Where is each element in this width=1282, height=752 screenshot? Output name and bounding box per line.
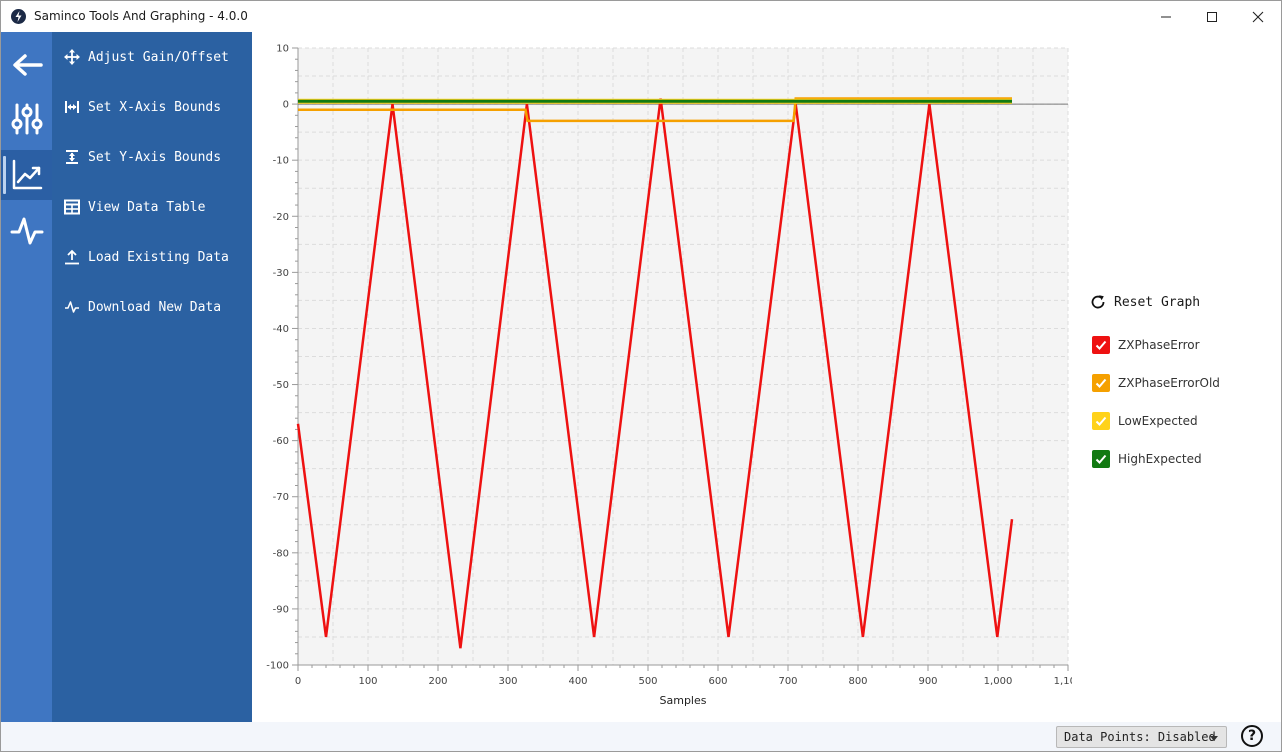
data-points-label: Data Points: Disabled <box>1064 730 1216 744</box>
y-tick-label: -60 <box>273 436 289 447</box>
legend-item-zxphaseerror[interactable]: ZXPhaseError <box>1092 335 1200 355</box>
close-icon <box>1252 11 1264 22</box>
x-tick-label: 700 <box>778 676 797 687</box>
close-button[interactable] <box>1235 1 1281 32</box>
legend-checkbox[interactable] <box>1092 336 1110 354</box>
y-tick-label: -10 <box>273 156 289 167</box>
rail-signal-button[interactable] <box>1 206 52 256</box>
horizontal-bounds-icon <box>63 98 81 116</box>
menu-load-existing-data[interactable]: Load Existing Data <box>52 237 252 277</box>
x-tick-label: 500 <box>638 676 657 687</box>
x-tick-label: 900 <box>918 676 937 687</box>
legend-label: LowExpected <box>1118 414 1198 428</box>
menu-label: Set X-Axis Bounds <box>88 99 222 115</box>
active-indicator <box>3 156 6 194</box>
y-tick-label: -20 <box>273 212 289 223</box>
rail-back-button[interactable] <box>1 40 52 90</box>
chart-trend-icon <box>12 159 42 190</box>
graph-controls-panel: Reset Graph ZXPhaseError ZXPhaseErrorOld… <box>1072 32 1281 722</box>
move-arrows-icon <box>63 48 81 66</box>
menu-set-y-axis-bounds[interactable]: Set Y-Axis Bounds <box>52 137 252 177</box>
data-points-dropdown[interactable]: Data Points: Disabled <box>1056 726 1227 748</box>
menu-label: View Data Table <box>88 199 206 215</box>
chart-area[interactable]: 10 0 -10 -20 -30 -40 -50 -60 -70 -80 -90 -100 0 100 20… <box>252 32 1082 722</box>
maximize-button[interactable] <box>1189 1 1235 32</box>
window-title: Saminco Tools And Graphing - 4.0.0 <box>34 9 248 23</box>
rail-tools-button[interactable] <box>1 94 52 144</box>
x-axis-title: Samples <box>660 694 707 707</box>
x-tick-label: 1,000 <box>984 676 1013 687</box>
minimize-button[interactable] <box>1143 1 1189 32</box>
waveform-icon <box>63 298 81 316</box>
x-tick-label: 800 <box>848 676 867 687</box>
reset-graph-button[interactable]: Reset Graph <box>1090 290 1200 314</box>
chevron-down-icon <box>1210 736 1218 741</box>
y-tick-label: 0 <box>283 100 289 111</box>
app-logo-icon <box>11 9 26 24</box>
y-tick-label: -90 <box>273 604 289 615</box>
menu-set-x-axis-bounds[interactable]: Set X-Axis Bounds <box>52 87 252 127</box>
status-bar: Data Points: Disabled ? <box>1 722 1281 751</box>
legend-checkbox[interactable] <box>1092 412 1110 430</box>
upload-icon <box>63 248 81 266</box>
menu-download-new-data[interactable]: Download New Data <box>52 287 252 327</box>
menu-label: Load Existing Data <box>88 249 229 265</box>
series-line-zxphaseerror <box>296 98 1014 649</box>
legend-checkbox[interactable] <box>1092 450 1110 468</box>
x-tick-label: 1,100 <box>1054 676 1072 687</box>
legend-label: ZXPhaseErrorOld <box>1118 376 1220 390</box>
legend-item-zxphaseerrorold[interactable]: ZXPhaseErrorOld <box>1092 373 1220 393</box>
checkmark-icon <box>1095 454 1107 464</box>
menu-label: Download New Data <box>88 299 222 315</box>
waveform-icon <box>10 217 43 245</box>
legend-label: ZXPhaseError <box>1118 338 1200 352</box>
maximize-icon <box>1207 11 1217 22</box>
sliders-icon <box>11 103 42 135</box>
back-arrow-icon <box>12 54 43 76</box>
y-tick-label: -40 <box>273 324 289 335</box>
menu-view-data-table[interactable]: View Data Table <box>52 187 252 227</box>
legend-checkbox[interactable] <box>1092 374 1110 392</box>
tools-menu: Adjust Gain/Offset Set X-Axis Bounds <box>52 32 252 722</box>
legend-item-lowexpected[interactable]: LowExpected <box>1092 411 1198 431</box>
rail-graph-button[interactable] <box>1 150 52 200</box>
legend-label: HighExpected <box>1118 452 1202 466</box>
reset-graph-label: Reset Graph <box>1114 294 1201 310</box>
x-tick-label: 200 <box>428 676 447 687</box>
y-tick-label: -50 <box>273 380 289 391</box>
refresh-icon <box>1091 295 1105 309</box>
legend-item-highexpected[interactable]: HighExpected <box>1092 449 1202 469</box>
x-tick-label: 300 <box>498 676 517 687</box>
x-tick-label: 100 <box>358 676 377 687</box>
y-tick-label: 10 <box>276 44 289 55</box>
vertical-bounds-icon <box>63 148 81 166</box>
x-tick-label: 400 <box>568 676 587 687</box>
x-tick-label: 0 <box>295 676 301 687</box>
nav-rail <box>1 32 52 722</box>
x-tick-label: 600 <box>708 676 727 687</box>
menu-label: Adjust Gain/Offset <box>88 49 229 65</box>
y-tick-label: -80 <box>273 548 289 559</box>
y-tick-label: -70 <box>273 492 289 503</box>
help-button[interactable]: ? <box>1241 725 1263 747</box>
y-tick-label: -100 <box>266 661 289 672</box>
minimize-icon <box>1161 16 1171 17</box>
checkmark-icon <box>1095 340 1107 350</box>
table-icon <box>63 198 81 216</box>
series-line-zxphaseerrorold <box>298 97 1012 123</box>
y-tick-label: -30 <box>273 268 289 279</box>
checkmark-icon <box>1095 378 1107 388</box>
menu-adjust-gain-offset[interactable]: Adjust Gain/Offset <box>52 37 252 77</box>
menu-label: Set Y-Axis Bounds <box>88 149 222 165</box>
title-bar: Saminco Tools And Graphing - 4.0.0 <box>1 1 1281 32</box>
checkmark-icon <box>1095 416 1107 426</box>
